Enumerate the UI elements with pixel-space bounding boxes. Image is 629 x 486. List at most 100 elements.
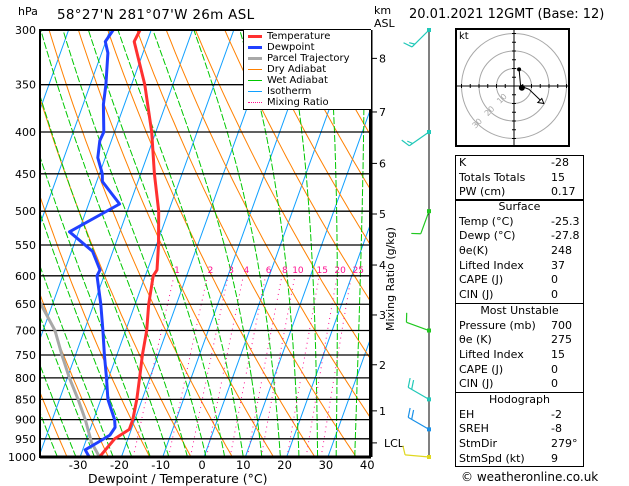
index-row: Pressure (mb) 700	[456, 319, 583, 334]
km-tick-label: 2	[379, 359, 386, 372]
index-value: 279°	[551, 437, 578, 451]
km-tick-label: 8	[379, 52, 386, 65]
index-value: -25.3	[551, 214, 580, 228]
legend-swatch	[248, 57, 262, 60]
wind-barb	[405, 312, 431, 333]
location-title: 58°27'N 281°07'W 26m ASL	[57, 7, 255, 23]
temperature-tick-label: -30	[69, 458, 88, 472]
index-label: PW (cm)	[459, 185, 506, 199]
mixing-ratio-label: 20	[334, 266, 346, 276]
index-label: Temp (°C)	[459, 214, 514, 228]
pressure-tick-label: 950	[15, 433, 36, 446]
index-value: -28	[551, 156, 569, 169]
temperature-tick-label: 10	[236, 458, 251, 472]
pressure-tick-label: 900	[15, 414, 36, 427]
dewpoint-line	[68, 30, 122, 457]
index-label: StmSpd (kt)	[459, 451, 525, 465]
index-row: Lifted Index 15	[456, 348, 583, 363]
dry-adiabat-line	[40, 391, 68, 457]
indices-hodograph-section: Hodograph EH -2 SREH -8 StmDir 279° StmSpd …	[455, 392, 584, 468]
index-row: Lifted Index 37	[456, 259, 583, 274]
pressure-tick-label: 300	[15, 24, 36, 37]
km-tick-label: 7	[379, 106, 386, 119]
mixing-ratio-label: 3	[228, 266, 234, 276]
mixing-ratio-label: 15	[317, 266, 328, 276]
pressure-tick-label: 550	[15, 239, 36, 252]
index-row-totals-totals: Totals Totals 15	[456, 171, 583, 186]
index-value: -2	[551, 407, 562, 421]
pressure-tick-label: 750	[15, 349, 36, 362]
temperature-tick-label: -10	[151, 458, 170, 472]
index-label: K	[459, 156, 467, 169]
mixing-ratio-line	[189, 275, 229, 457]
index-row: Temp (°C) -25.3	[456, 215, 583, 230]
index-value: 0.17	[551, 185, 576, 199]
chart-legend: Temperature Dewpoint Parcel Trajectory D…	[243, 30, 371, 110]
parcel-trajectory-line	[40, 297, 101, 457]
mixing-ratio-label: 1	[174, 266, 180, 276]
pressure-tick-label: 700	[15, 325, 36, 338]
wet-adiabat-line	[40, 30, 188, 457]
index-row: SREH -8	[456, 422, 583, 437]
wet-adiabat-line	[40, 363, 77, 457]
index-label: Lifted Index	[459, 348, 524, 362]
dry-adiabat-line	[605, 30, 629, 457]
legend-label: Dewpoint	[267, 42, 315, 53]
legend-label: Mixing Ratio	[267, 97, 329, 108]
legend-swatch	[248, 46, 262, 49]
legend-swatch	[248, 80, 262, 81]
legend-label: Parcel Trajectory	[267, 53, 350, 64]
temperature-line	[98, 30, 161, 457]
indices-general-section: K -28 Totals Totals 15 PW (cm) 0.17	[455, 155, 584, 202]
section-title-hodograph: Hodograph	[489, 393, 550, 406]
wind-barb	[403, 28, 431, 48]
datetime-title: 20.01.2021 12GMT (Base: 12)	[409, 7, 605, 22]
pressure-tick-label: 600	[15, 270, 36, 283]
copyright-footer[interactable]: © weatheronline.co.uk	[461, 470, 599, 484]
hodograph-unit-label: kt	[459, 31, 469, 42]
index-value: -27.8	[551, 229, 580, 243]
km-unit-label: km	[374, 4, 392, 17]
legend-swatch	[248, 102, 262, 103]
index-label: θe(K)	[459, 244, 489, 258]
wet-adiabat-line	[40, 314, 96, 457]
pressure-tick-label: 800	[15, 372, 36, 385]
index-row-k: K -28	[456, 156, 583, 171]
mixing-ratio-label: 10	[292, 266, 304, 276]
mixing-ratio-line	[132, 275, 175, 457]
index-value: 15	[551, 348, 565, 362]
index-label: CIN (J)	[459, 377, 494, 391]
dry-adiabat-line	[253, 30, 370, 246]
km-tick-label: LCL	[384, 437, 405, 450]
isotherm-line	[40, 30, 70, 111]
mixing-ratio-label: 6	[266, 266, 272, 276]
index-row: StmSpd (kt) 9	[456, 452, 583, 467]
section-title-most-unstable: Most Unstable	[480, 304, 559, 317]
index-row: θe(K) 248	[456, 244, 583, 259]
hodograph-arrow	[536, 97, 545, 105]
mixing-ratio-axis-title: Mixing Ratio (g/kg)	[383, 227, 397, 331]
pressure-tick-label: 650	[15, 298, 36, 311]
index-value: -8	[551, 422, 562, 436]
index-label: Totals Totals	[459, 170, 526, 184]
km-tick-label: 5	[379, 208, 386, 221]
index-value: 700	[551, 318, 572, 332]
wet-adiabat-line	[354, 30, 365, 457]
km-tick-label: 6	[379, 157, 386, 170]
index-label: θe (K)	[459, 333, 492, 347]
temperature-tick-label: 30	[319, 458, 334, 472]
index-value: 15	[551, 170, 565, 184]
index-row: CAPE (J) 0	[456, 273, 583, 288]
wind-barb	[411, 209, 431, 235]
dry-adiabat-line	[282, 30, 370, 190]
pressure-tick-label: 400	[15, 126, 36, 139]
index-label: Dewp (°C)	[459, 229, 516, 243]
km-tick-label: 4	[379, 259, 386, 272]
isotherm-line	[286, 223, 370, 457]
km-tick-label: 3	[379, 309, 386, 322]
wet-adiabat-line	[327, 30, 338, 457]
pressure-tick-label: 350	[15, 79, 36, 92]
mixing-ratio-label: 2	[208, 266, 214, 276]
temperature-tick-label: 40	[360, 458, 375, 472]
legend-swatch	[248, 91, 262, 92]
